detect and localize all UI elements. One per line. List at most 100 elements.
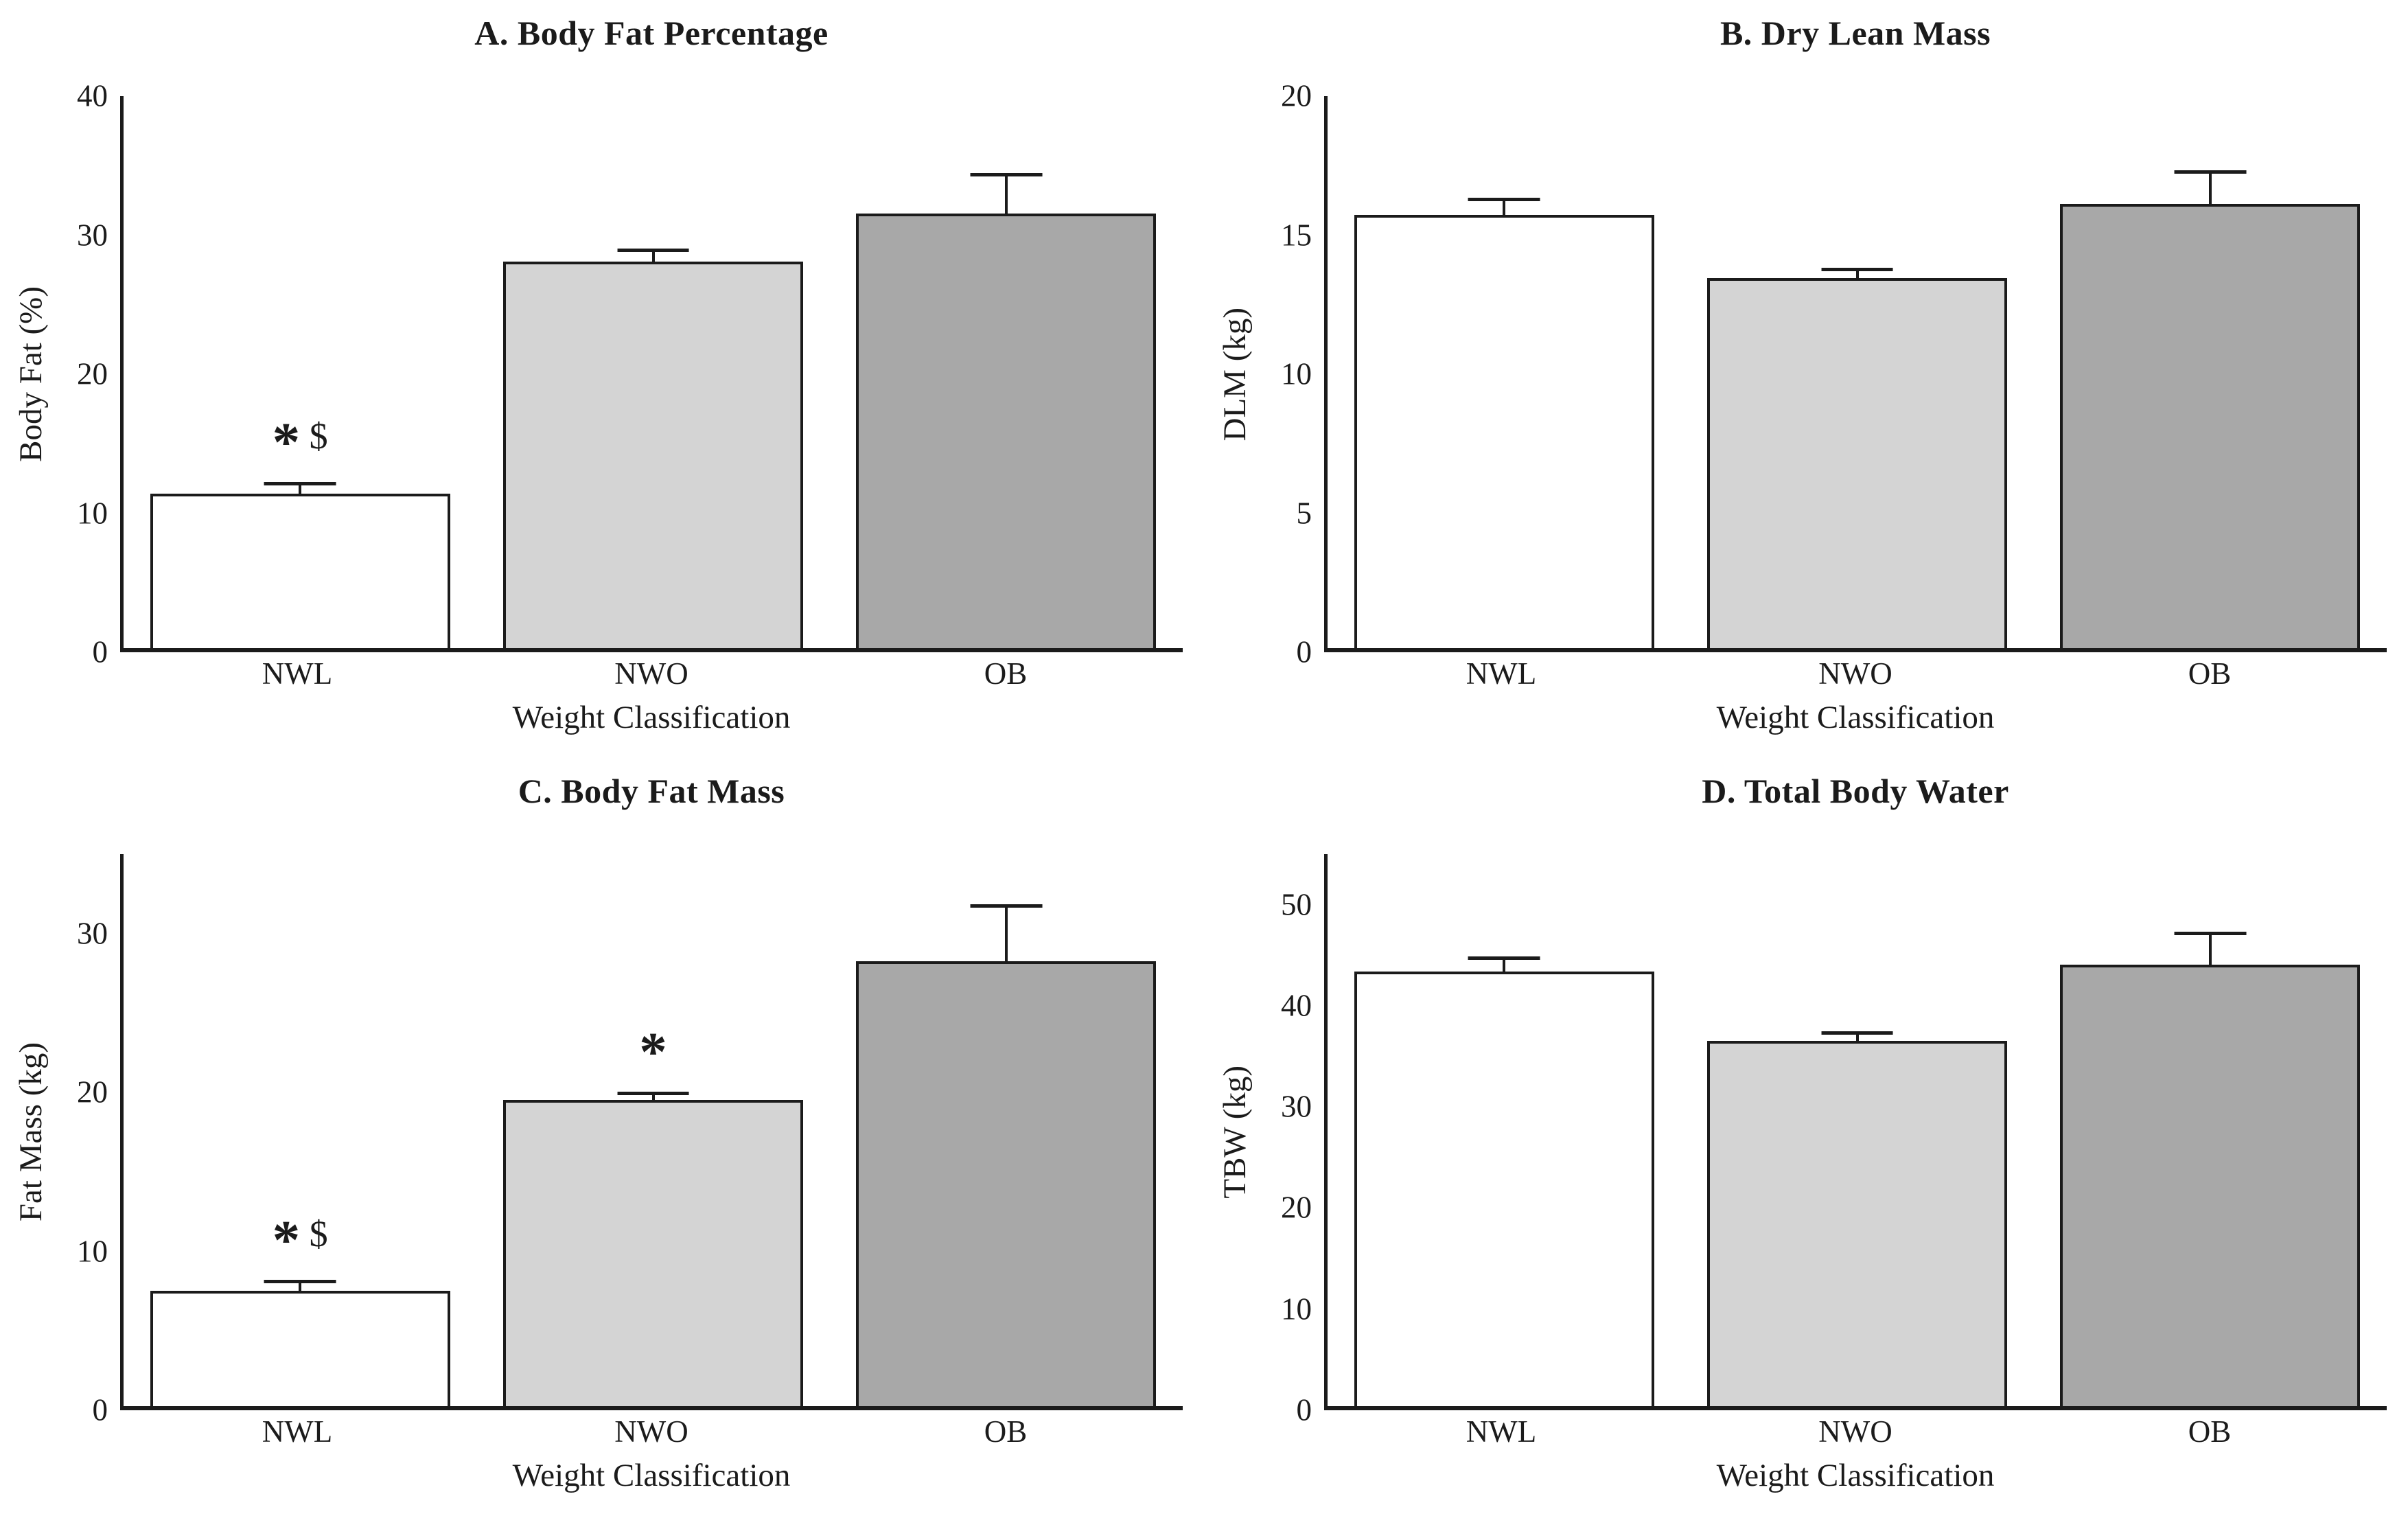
panel-b-ylabel-col: DLM (kg)	[1204, 96, 1266, 652]
panel-d-plot-area	[1324, 854, 2387, 1410]
error-bar-cap	[617, 249, 689, 253]
panel-b-plot-area	[1324, 96, 2387, 652]
y-tick-label: 5	[1296, 496, 1312, 530]
y-tick-label: 10	[77, 496, 108, 530]
panel-a-xlabel-row: Weight Classification	[0, 695, 1204, 758]
y-tick-label: 20	[1281, 78, 1312, 113]
panel-b-xlabel-row: Weight Classification	[1204, 695, 2408, 758]
panel-d-plot-row: TBW (kg) 0 10 20 30 40 50	[1204, 854, 2408, 1425]
error-bar-stem	[1004, 176, 1008, 214]
panel-a-y-tick-labels: 0 10 20 30 40	[62, 80, 120, 667]
y-tick-label: 0	[1296, 1392, 1312, 1427]
y-tick-label: 20	[77, 356, 108, 391]
panel-c-body-fat-mass: C. Body Fat Mass Fat Mass (kg) 0 10 20 30 *…	[0, 758, 1204, 1516]
y-tick-label: 20	[1281, 1190, 1312, 1225]
error-bar-stem	[299, 1283, 302, 1291]
bar-nwo	[502, 262, 804, 648]
category-label-nwo: NWO	[1818, 1414, 1892, 1449]
panel-c-plot-area: * $ *	[120, 854, 1183, 1410]
significance-annotation: * $	[273, 414, 328, 470]
y-tick-label: 30	[77, 916, 108, 951]
bar-ob	[856, 961, 1157, 1406]
error-bar-cap	[1821, 1031, 1893, 1035]
error-bar-cap	[1821, 268, 1893, 272]
panel-a-body-fat-percentage: A. Body Fat Percentage Body Fat (%) 0 10 2…	[0, 0, 1204, 758]
significance-annotation: * $	[273, 1212, 328, 1268]
error-bar-stem	[299, 485, 302, 494]
y-tick-label: 0	[92, 634, 108, 669]
panel-d-title-row: D. Total Body Water	[1204, 758, 2408, 854]
category-label-nwl: NWL	[262, 1414, 333, 1449]
error-bar-stem	[2208, 935, 2212, 965]
category-label-nwo: NWO	[614, 656, 688, 691]
y-tick-label: 40	[1281, 988, 1312, 1023]
panel-c-xlabel-row: Weight Classification	[0, 1453, 1204, 1516]
category-label-ob: OB	[2188, 1414, 2232, 1449]
bar-nwo	[502, 1100, 804, 1406]
error-bar-stem	[1855, 1035, 1859, 1041]
bar-nwl	[150, 493, 450, 648]
category-label-nwo: NWO	[1818, 656, 1892, 691]
error-bar-stem	[1503, 959, 1506, 972]
category-label-nwl: NWL	[1466, 656, 1537, 691]
y-tick-label: 10	[1281, 1291, 1312, 1326]
panel-b-title-row: B. Dry Lean Mass	[1204, 0, 2408, 96]
y-tick-label: 0	[92, 1392, 108, 1427]
y-tick-label: 20	[77, 1075, 108, 1110]
category-label-nwl: NWL	[262, 656, 333, 691]
y-tick-label: 15	[1281, 218, 1312, 252]
panel-d-category-labels: NWL NWO OB	[1204, 1410, 2408, 1453]
y-tick-label: 30	[77, 218, 108, 252]
bar-nwl	[1354, 214, 1654, 648]
error-bar-cap	[2174, 170, 2247, 174]
panel-a-title: A. Body Fat Percentage	[474, 13, 829, 52]
error-bar-stem	[1004, 908, 1008, 962]
panel-c-plot-row: Fat Mass (kg) 0 10 20 30 * $ *	[0, 854, 1204, 1425]
y-tick-label: 10	[77, 1234, 108, 1269]
bar-ob	[2060, 203, 2361, 648]
panel-a-y-axis-label: Body Fat (%)	[13, 286, 49, 462]
error-bar-stem	[651, 252, 655, 262]
panel-b-plot-row: DLM (kg) 0 5 10 15 20	[1204, 80, 2408, 667]
bar-nwo	[1706, 1040, 2008, 1406]
dollar-marker: $	[309, 1213, 328, 1255]
dollar-marker: $	[309, 415, 328, 457]
y-tick-label: 30	[1281, 1089, 1312, 1124]
error-bar-cap	[970, 172, 1043, 176]
error-bar-cap	[2174, 932, 2247, 936]
panel-d-ylabel-col: TBW (kg)	[1204, 854, 1266, 1410]
asterisk-marker: *	[272, 1208, 301, 1271]
panel-b-y-axis-label: DLM (kg)	[1217, 307, 1253, 441]
category-label-nwl: NWL	[1466, 1414, 1537, 1449]
asterisk-marker: *	[272, 411, 301, 473]
panel-c-y-axis-label: Fat Mass (kg)	[13, 1042, 49, 1222]
bar-nwl	[150, 1291, 450, 1406]
category-label-ob: OB	[984, 1414, 1028, 1449]
panel-c-title: C. Body Fat Mass	[518, 771, 785, 810]
error-bar-stem	[1855, 271, 1859, 279]
category-label-ob: OB	[2188, 656, 2232, 691]
panel-b-x-axis-label: Weight Classification	[1716, 700, 1995, 735]
significance-annotation: *	[639, 1024, 667, 1080]
panel-d-y-axis-label: TBW (kg)	[1217, 1066, 1253, 1199]
panel-a-x-axis-label: Weight Classification	[512, 700, 791, 735]
category-label-ob: OB	[984, 656, 1028, 691]
error-bar-stem	[1503, 200, 1506, 215]
y-tick-label: 0	[1296, 634, 1312, 669]
panel-a-plot-row: Body Fat (%) 0 10 20 30 40 * $	[0, 80, 1204, 667]
panel-a-title-row: A. Body Fat Percentage	[0, 0, 1204, 96]
panel-c-y-tick-labels: 0 10 20 30	[62, 854, 120, 1425]
error-bar-cap	[617, 1092, 689, 1096]
error-bar-cap	[264, 1279, 336, 1283]
dollar-marker	[300, 415, 310, 457]
panel-a-plot-area: * $	[120, 96, 1183, 652]
panel-d-y-tick-labels: 0 10 20 30 40 50	[1266, 854, 1324, 1425]
panel-c-category-labels: NWL NWO OB	[0, 1410, 1204, 1453]
error-bar-stem	[2208, 173, 2212, 204]
error-bar-cap	[1468, 956, 1540, 960]
panel-c-ylabel-col: Fat Mass (kg)	[0, 854, 62, 1410]
panel-a-category-labels: NWL NWO OB	[0, 652, 1204, 695]
dollar-marker	[300, 1213, 310, 1254]
panel-c-x-axis-label: Weight Classification	[512, 1458, 791, 1493]
